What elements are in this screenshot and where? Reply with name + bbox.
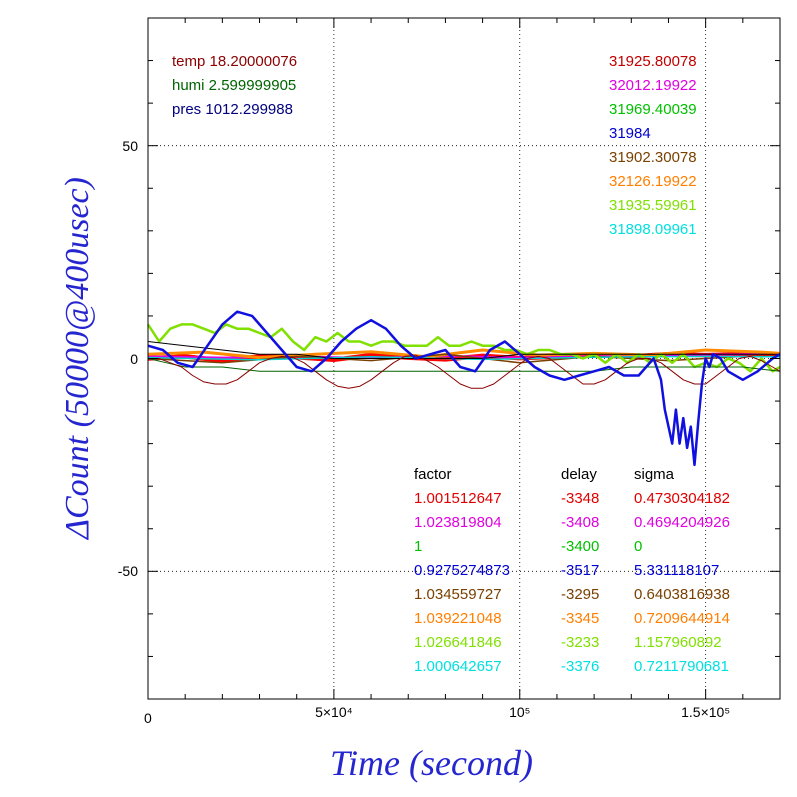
channel-mean: 31935.59961	[609, 197, 697, 214]
channel-mean: 32012.19922	[609, 77, 697, 94]
table-cell-delay: -3400	[561, 538, 600, 555]
series-line	[147, 358, 781, 372]
table-cell-sigma: 0.7209644914	[634, 610, 730, 627]
channel-mean: 31969.40039	[609, 101, 697, 118]
table-header-sigma: sigma	[634, 466, 675, 483]
channel-mean: 32126.19922	[609, 173, 697, 190]
table-cell-sigma: 0	[634, 538, 643, 555]
env-temp: temp 18.20000076	[172, 53, 298, 70]
table-cell-sigma: 5.331118107	[634, 562, 720, 579]
y-axis-label: ΔCount (50000@400usec)	[59, 177, 96, 539]
table-cell-factor: 1.034559727	[414, 586, 502, 603]
y-tick-label: 50	[122, 137, 138, 154]
table-cell-factor: 1.023819804	[414, 514, 502, 531]
x-tick-label: 5×10⁴	[315, 704, 353, 720]
env-humi: humi 2.599999905	[172, 77, 297, 94]
table-cell-sigma: 0.4694204926	[634, 514, 730, 531]
table-cell-delay: -3295	[561, 586, 600, 603]
table-cell-sigma: 0.6403816938	[634, 586, 730, 603]
table-cell-factor: 1.000642657	[414, 658, 502, 675]
series-line	[147, 310, 781, 467]
channel-mean: 31984	[609, 125, 651, 142]
table-cell-delay: -3348	[561, 490, 600, 507]
table-cell-delay: -3376	[561, 658, 600, 675]
channel-mean: 31902.30078	[609, 149, 697, 166]
table-cell-delay: -3233	[561, 634, 600, 651]
table-cell-sigma: 0.7211790681	[634, 658, 729, 675]
table-cell-delay: -3408	[561, 514, 600, 531]
y-tick-label: 0	[130, 350, 138, 367]
channel-mean: 31898.09961	[609, 221, 697, 238]
table-header-factor: factor	[414, 466, 452, 483]
channel-mean: 31925.80078	[609, 53, 697, 70]
y-tick-label: -50	[117, 563, 138, 580]
series-layer	[146, 310, 781, 467]
table-cell-factor: 1.001512647	[414, 490, 502, 507]
table-cell-delay: -3517	[561, 562, 600, 579]
table-cell-factor: 1	[414, 538, 423, 555]
table-cell-factor: 0.9275274873	[414, 562, 510, 579]
series-line	[146, 323, 781, 373]
table-cell-sigma: 0.4730304182	[634, 490, 730, 507]
table-header-delay: delay	[561, 466, 597, 483]
table-cell-factor: 1.026641846	[414, 634, 502, 651]
tick-marks	[147, 17, 781, 700]
x-axis-label: Time (second)	[330, 743, 533, 783]
x-tick-label: 0	[144, 710, 152, 726]
env-pres: pres 1012.299988	[172, 101, 293, 118]
table-cell-sigma: 1.157960892	[634, 634, 722, 651]
table-cell-delay: -3345	[561, 610, 600, 627]
series-line	[147, 341, 780, 359]
x-tick-label: 1.5×10⁵	[681, 704, 731, 720]
x-tick-label: 10⁵	[509, 704, 531, 720]
series-line	[148, 354, 781, 389]
series-line	[147, 348, 781, 360]
table-cell-factor: 1.039221048	[414, 610, 502, 627]
